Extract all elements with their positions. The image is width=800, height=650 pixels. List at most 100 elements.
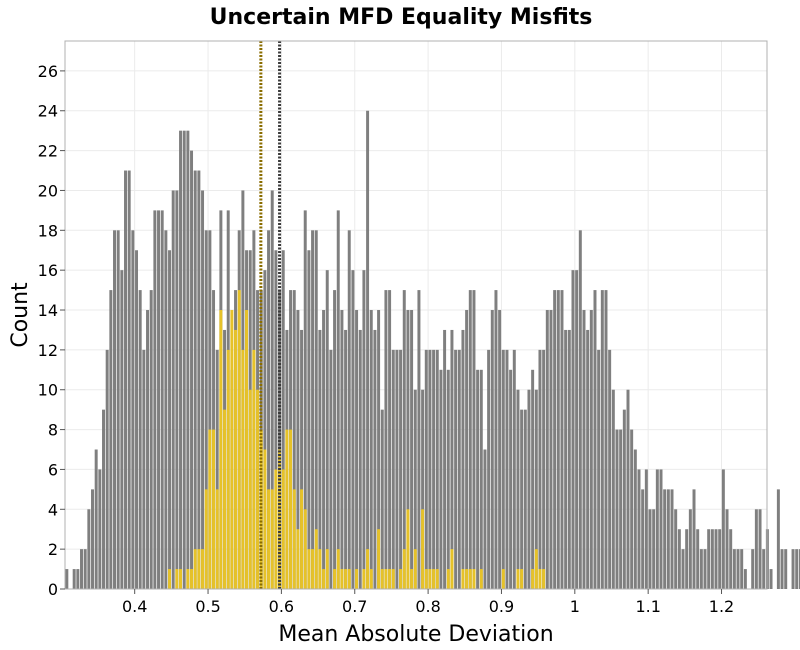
bar-gold bbox=[516, 569, 520, 589]
y-tick-label: 10 bbox=[38, 381, 58, 400]
bar-gray bbox=[523, 409, 527, 589]
bar-gold bbox=[190, 569, 194, 589]
bar-gray bbox=[542, 349, 546, 589]
bar-gray bbox=[560, 290, 564, 589]
bar-gray bbox=[769, 569, 773, 589]
bar-gray bbox=[421, 389, 425, 589]
bar-gray bbox=[336, 210, 340, 589]
bar-gray bbox=[109, 290, 113, 589]
bar-gray bbox=[135, 250, 139, 590]
bar-gray bbox=[424, 349, 428, 589]
bar-gray bbox=[432, 349, 436, 589]
bar-gray bbox=[347, 230, 351, 589]
bar-gray bbox=[215, 349, 219, 589]
bar-gray bbox=[516, 389, 520, 589]
bar-gold bbox=[369, 569, 373, 589]
bar-gray bbox=[512, 349, 516, 589]
bar-gray bbox=[72, 569, 76, 589]
bar-gray bbox=[428, 349, 432, 589]
bar-gray bbox=[190, 150, 194, 589]
bar-gold bbox=[542, 569, 546, 589]
bar-gray bbox=[575, 270, 579, 589]
bar-gray bbox=[670, 489, 674, 589]
bar-gold bbox=[325, 549, 329, 589]
bar-gray bbox=[443, 329, 447, 589]
bar-gold bbox=[435, 569, 439, 589]
bar-gold bbox=[278, 449, 282, 589]
bar-gray bbox=[593, 290, 597, 589]
gold-bars bbox=[168, 290, 546, 589]
bar-gray bbox=[758, 509, 762, 589]
bar-gray bbox=[450, 329, 454, 589]
bar-gray bbox=[102, 409, 105, 589]
bar-gray bbox=[142, 349, 146, 589]
bar-gold bbox=[362, 569, 366, 589]
bar-gray bbox=[446, 369, 450, 589]
bar-gray bbox=[674, 509, 678, 589]
bar-gray bbox=[157, 210, 161, 589]
bar-gray bbox=[564, 329, 568, 589]
bar-gold bbox=[212, 429, 216, 589]
bar-gold bbox=[259, 429, 263, 589]
bar-gray bbox=[692, 489, 696, 589]
x-tick-label: 0.7 bbox=[342, 597, 367, 616]
bar-gray bbox=[193, 170, 197, 589]
bar-gray bbox=[666, 489, 670, 589]
bar-gray bbox=[281, 250, 285, 590]
bar-gray bbox=[762, 549, 766, 589]
bar-gray bbox=[355, 310, 359, 589]
y-tick-label: 22 bbox=[38, 142, 58, 161]
bar-gray bbox=[318, 329, 322, 589]
bar-gray bbox=[388, 290, 392, 589]
bar-gold bbox=[340, 569, 344, 589]
bar-gray bbox=[410, 310, 414, 589]
bar-gray bbox=[633, 449, 637, 589]
bar-gold bbox=[296, 529, 300, 589]
bar-gold bbox=[399, 569, 403, 589]
bar-gray bbox=[325, 270, 329, 589]
bar-gray bbox=[619, 429, 623, 589]
bar-gold bbox=[520, 569, 524, 589]
bar-gray bbox=[384, 290, 388, 589]
bar-gray bbox=[399, 349, 403, 589]
bar-gray bbox=[655, 469, 659, 589]
bar-gray bbox=[362, 270, 366, 589]
bar-gray bbox=[534, 389, 538, 589]
bar-gold bbox=[336, 549, 340, 589]
bar-gray bbox=[461, 329, 465, 589]
bar-gold bbox=[292, 489, 296, 589]
bar-gray bbox=[120, 270, 124, 589]
y-tick-label: 20 bbox=[38, 181, 58, 200]
bar-gray bbox=[740, 549, 744, 589]
bar-gold bbox=[193, 549, 197, 589]
bar-gold bbox=[428, 569, 432, 589]
bar-gray bbox=[553, 290, 557, 589]
bar-gray bbox=[699, 549, 703, 589]
bar-gold bbox=[472, 569, 476, 589]
bar-gray bbox=[413, 389, 417, 589]
bar-gold bbox=[256, 389, 260, 589]
bar-gray bbox=[527, 389, 531, 589]
bar-gray bbox=[509, 369, 513, 589]
bar-gold bbox=[237, 290, 241, 589]
bar-gold bbox=[388, 569, 392, 589]
bar-gold bbox=[226, 349, 230, 589]
bar-gray bbox=[780, 549, 784, 589]
x-axis-ticks: 0.4 0.5 0.6 0.7 0.8 0.9 1 1.1 1.2 bbox=[122, 589, 734, 616]
bar-gray bbox=[586, 329, 590, 589]
bar-gray bbox=[380, 409, 384, 589]
bar-gray bbox=[314, 230, 318, 589]
bar-gold bbox=[168, 569, 172, 589]
bar-gray bbox=[91, 489, 94, 589]
bar-gold bbox=[450, 549, 454, 589]
plot-frame bbox=[64, 40, 768, 590]
bar-gray bbox=[725, 509, 729, 589]
bar-gray bbox=[164, 230, 168, 589]
bar-gold bbox=[380, 569, 384, 589]
x-tick-label: 0.9 bbox=[489, 597, 514, 616]
bar-gray bbox=[83, 549, 87, 589]
bar-gray bbox=[65, 569, 69, 589]
bar-gold bbox=[479, 569, 483, 589]
bar-gold bbox=[263, 449, 267, 589]
